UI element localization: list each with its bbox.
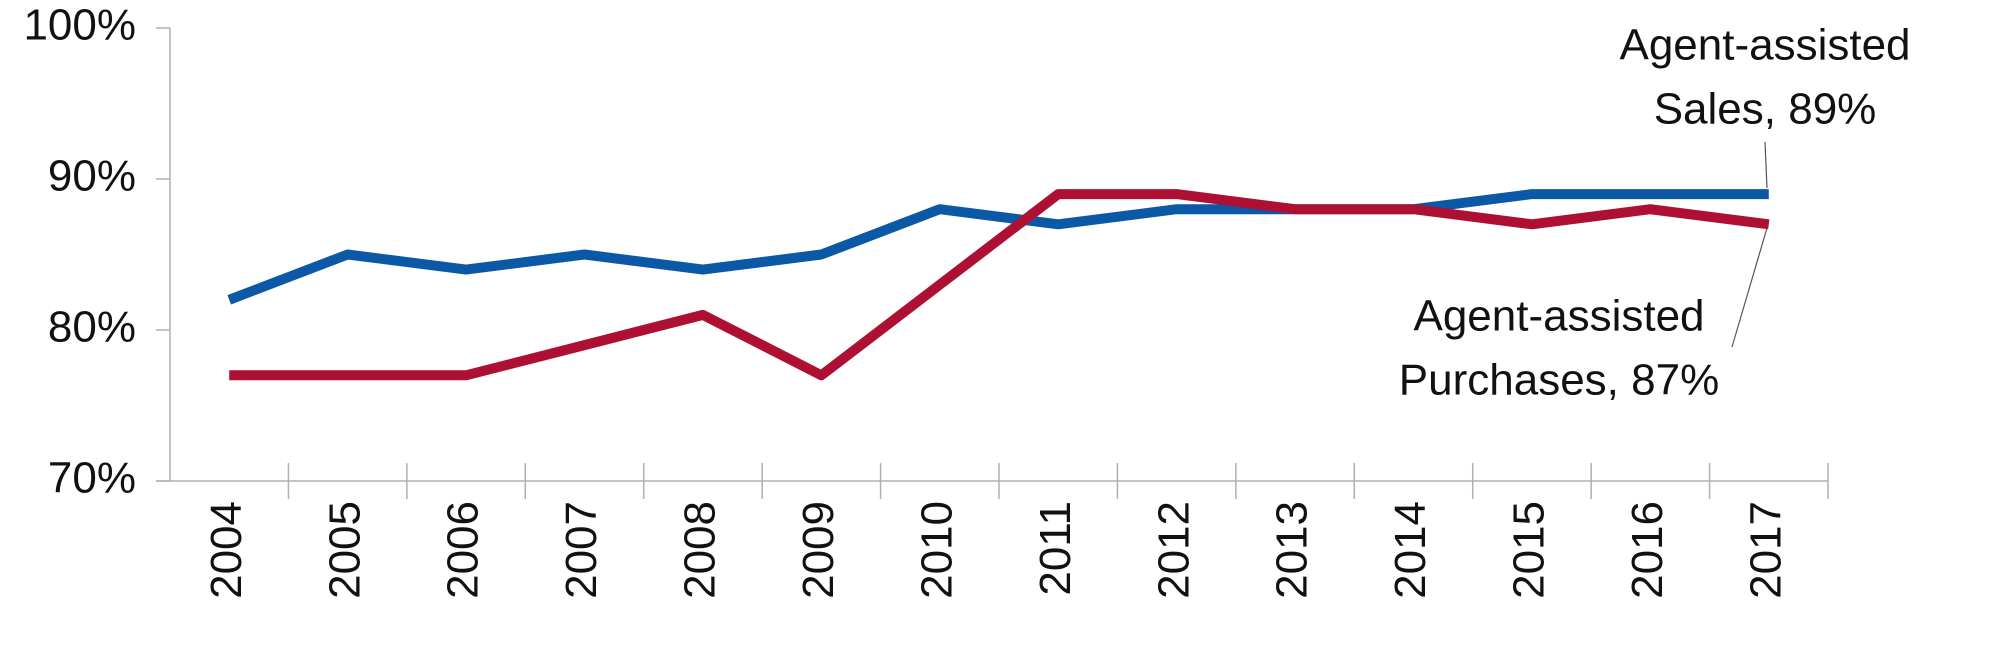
y-tick-label: 70%: [48, 454, 136, 503]
x-tick-label: 2011: [1031, 501, 1080, 596]
x-tick-label: 2013: [1268, 501, 1317, 599]
y-tick-label: 90%: [48, 152, 136, 201]
x-tick-label: 2017: [1741, 501, 1790, 599]
x-tick-label: 2010: [912, 501, 961, 599]
leader-line: [1731, 227, 1768, 348]
annotation: Purchases, 87%: [1399, 356, 1719, 405]
y-tick-label: 80%: [48, 303, 136, 352]
x-tick-label: 2005: [320, 501, 369, 599]
x-tick-label: 2007: [557, 501, 606, 599]
series-line: [229, 189, 1770, 381]
x-tick-label: 2004: [202, 501, 251, 599]
x-tick-label: 2012: [1149, 501, 1198, 599]
x-tick-label: 2015: [1505, 501, 1554, 599]
x-tick-label: 2009: [794, 501, 843, 599]
x-tick-label: 2006: [439, 501, 488, 599]
annotation: Agent-assisted: [1413, 292, 1704, 341]
series-line: [227, 189, 1769, 305]
annotation: Agent-assisted: [1619, 21, 1910, 70]
x-tick-label: 2008: [676, 501, 725, 599]
annotation: Sales, 89%: [1654, 85, 1877, 134]
x-tick-label: 2014: [1386, 501, 1435, 599]
y-tick-label: 100%: [23, 1, 136, 50]
leader-line: [1764, 141, 1768, 189]
x-tick-label: 2016: [1623, 501, 1672, 599]
